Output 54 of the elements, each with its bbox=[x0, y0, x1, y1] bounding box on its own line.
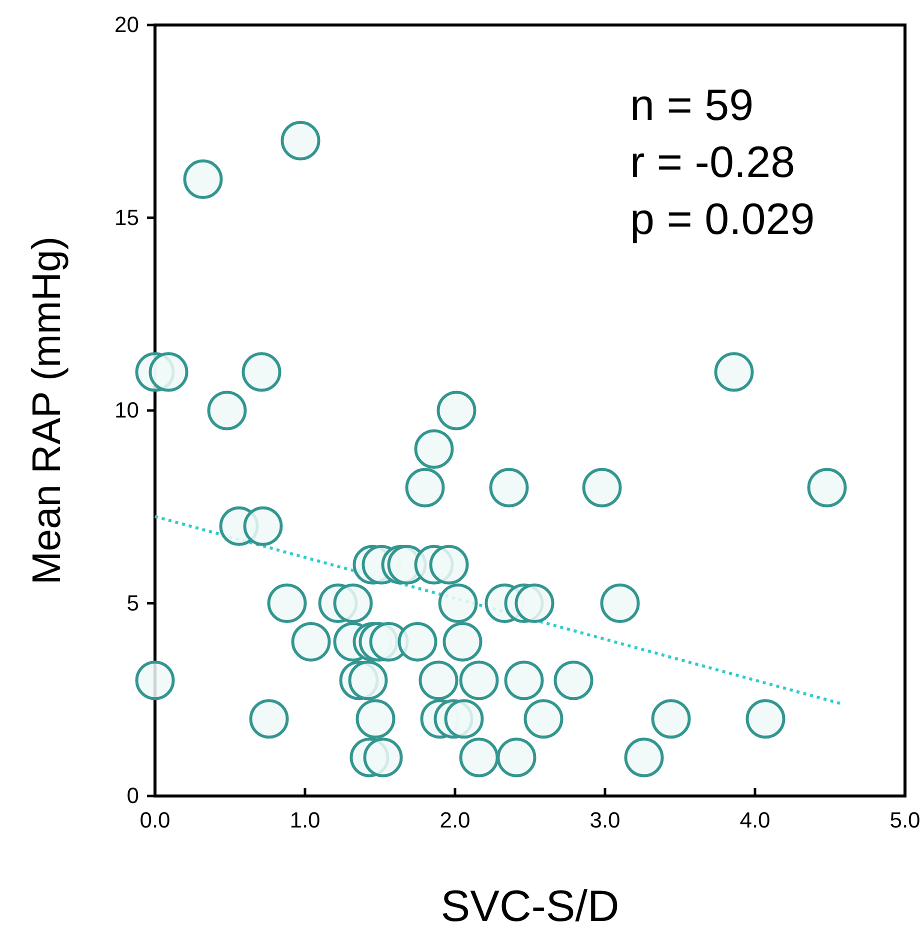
annotation: p = 0.029 bbox=[630, 195, 815, 244]
point bbox=[444, 699, 484, 739]
point bbox=[280, 120, 320, 160]
x-tick-label: 0.0 bbox=[140, 808, 170, 833]
point bbox=[429, 544, 469, 584]
point bbox=[333, 584, 373, 623]
point bbox=[436, 390, 476, 430]
y-axis-title: Mean RAP (mmHg) bbox=[25, 236, 69, 585]
point bbox=[524, 699, 564, 739]
point bbox=[183, 159, 223, 199]
y-tick-label: 10 bbox=[114, 398, 139, 423]
point bbox=[582, 468, 622, 508]
point bbox=[405, 468, 445, 508]
point bbox=[414, 429, 454, 469]
point bbox=[207, 390, 247, 430]
point bbox=[746, 699, 786, 739]
y-tick-label: 5 bbox=[126, 590, 139, 616]
point bbox=[418, 660, 458, 700]
point bbox=[624, 738, 664, 778]
x-axis-title: SVC-S/D bbox=[440, 882, 620, 931]
point bbox=[242, 352, 282, 392]
point bbox=[504, 660, 544, 700]
point bbox=[291, 622, 331, 662]
point bbox=[243, 506, 283, 546]
point bbox=[442, 622, 482, 662]
point bbox=[496, 738, 536, 778]
x-tick-label: 2.0 bbox=[440, 808, 470, 833]
point bbox=[267, 584, 307, 623]
point bbox=[249, 699, 289, 739]
x-tick-label: 1.0 bbox=[290, 808, 320, 833]
y-tick-label: 0 bbox=[126, 783, 139, 808]
point bbox=[348, 660, 388, 700]
point bbox=[514, 584, 554, 623]
point bbox=[651, 699, 691, 739]
point bbox=[363, 738, 403, 778]
x-tick-label: 4.0 bbox=[740, 808, 770, 833]
point bbox=[459, 660, 499, 700]
point bbox=[489, 468, 529, 508]
annotation: r = -0.28 bbox=[630, 138, 796, 187]
point bbox=[600, 584, 640, 623]
point bbox=[398, 622, 438, 662]
point bbox=[135, 660, 175, 700]
point bbox=[807, 468, 847, 508]
point bbox=[714, 352, 754, 392]
y-tick-label: 15 bbox=[114, 204, 139, 230]
point bbox=[148, 352, 188, 392]
point bbox=[554, 660, 594, 700]
x-tick-label: 3.0 bbox=[590, 808, 620, 833]
point bbox=[438, 584, 478, 623]
y-tick-label: 20 bbox=[114, 12, 139, 38]
x-tick-label: 5.0 bbox=[890, 808, 920, 833]
point bbox=[356, 699, 396, 739]
annotation: n = 59 bbox=[630, 81, 754, 130]
point bbox=[459, 738, 499, 778]
